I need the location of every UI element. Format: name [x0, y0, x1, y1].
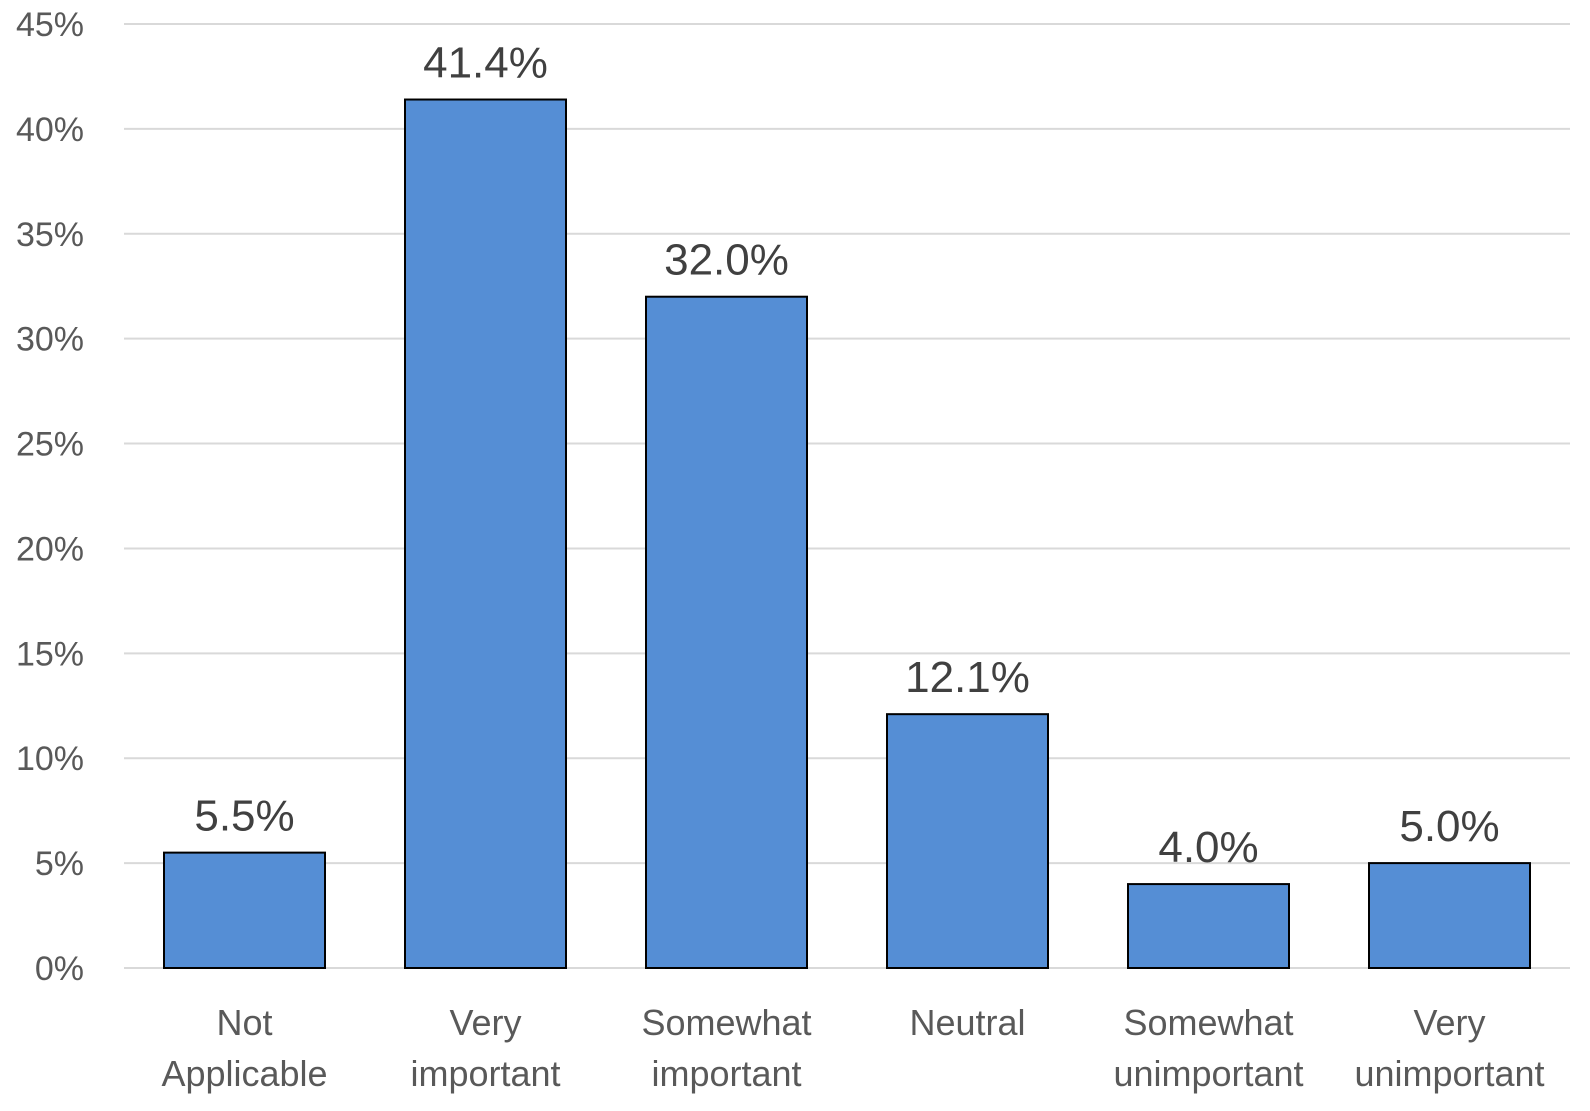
y-tick-label: 15%: [16, 635, 84, 673]
x-category-label: Very important: [410, 1002, 560, 1094]
x-category-label-line: Not: [216, 1002, 272, 1043]
x-category-label-line: unimportant: [1113, 1053, 1303, 1094]
x-category-label-line: unimportant: [1354, 1053, 1544, 1094]
x-category-label-line: Applicable: [161, 1053, 327, 1094]
y-tick-label: 40%: [16, 111, 84, 149]
y-tick-label: 45%: [16, 6, 84, 44]
data-label: 12.1%: [905, 653, 1030, 702]
bar: [163, 851, 326, 969]
x-category-label: Very unimportant: [1354, 1002, 1544, 1094]
x-category-label: Neutral: [909, 1002, 1025, 1043]
bar: [645, 295, 808, 969]
x-category-label-line: important: [410, 1053, 560, 1094]
x-category-label-line: Somewhat: [641, 1002, 811, 1043]
x-category-label-line: Neutral: [909, 1002, 1025, 1043]
data-label: 4.0%: [1158, 823, 1258, 872]
x-category-label-line: Very: [449, 1002, 521, 1043]
bar: [886, 713, 1049, 969]
y-tick-label: 30%: [16, 321, 84, 359]
data-label: 41.4%: [423, 39, 548, 88]
y-axis-tick-labels: 0% 5% 10% 15% 20% 25% 30% 35% 40% 45%: [16, 6, 84, 988]
x-category-label: Somewhat important: [641, 1002, 811, 1094]
bar: [404, 98, 567, 969]
y-tick-label: 5%: [35, 845, 84, 883]
bar: [1127, 883, 1290, 969]
y-tick-label: 25%: [16, 426, 84, 464]
y-tick-label: 20%: [16, 530, 84, 568]
gridlines: [124, 23, 1570, 969]
data-labels: 5.5% 41.4% 32.0% 12.1% 4.0% 5.0%: [194, 39, 1499, 873]
x-category-label-line: Very: [1413, 1002, 1485, 1043]
x-category-label: Somewhat unimportant: [1113, 1002, 1303, 1094]
data-label: 5.0%: [1399, 802, 1499, 851]
x-category-label-line: Somewhat: [1123, 1002, 1293, 1043]
y-tick-label: 35%: [16, 216, 84, 254]
data-label: 5.5%: [194, 792, 294, 841]
y-tick-label: 0%: [35, 950, 84, 988]
data-label: 32.0%: [664, 236, 789, 285]
y-tick-label: 10%: [16, 740, 84, 778]
x-axis-category-labels: Not Applicable Very important Somewhat import…: [161, 1002, 1544, 1094]
x-category-label: Not Applicable: [161, 1002, 327, 1094]
x-category-label-line: important: [651, 1053, 801, 1094]
bar: [1368, 862, 1531, 969]
bars: [163, 98, 1531, 969]
